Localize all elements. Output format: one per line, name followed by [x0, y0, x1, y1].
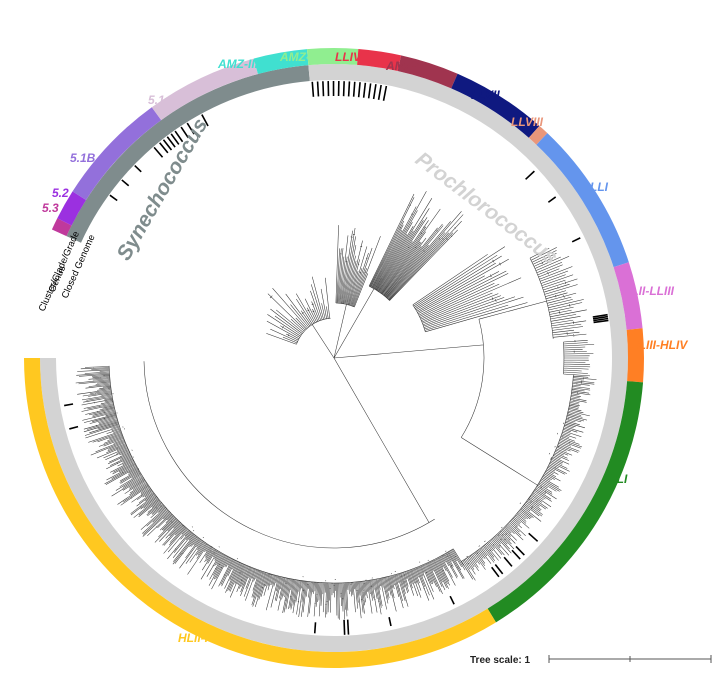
closed-genome-tick — [69, 425, 79, 430]
closed-genome-tick — [343, 619, 346, 635]
closed-genome-tick — [322, 81, 325, 97]
closed-genome-tick — [515, 545, 525, 556]
clade-arc-hliii-hliv — [626, 328, 644, 383]
closed-genome-tick — [121, 179, 130, 187]
closed-genome-tick — [449, 595, 455, 605]
clade-label-hliii-hliv: HLIII-HLIV — [630, 338, 688, 352]
closed-genome-tick — [592, 315, 609, 320]
clade-arc-5-1a — [151, 58, 258, 121]
clade-label-lliv: LLIV — [335, 50, 362, 64]
genus-labels: Synechococcus Prochlorococcus — [112, 115, 561, 270]
clade-arc-amz-i — [397, 55, 458, 89]
clade-arc-hli — [487, 381, 644, 623]
closed-genome-tick — [362, 82, 367, 98]
clade-label-5-1b: 5.1B — [70, 151, 96, 165]
closed-genome-tick — [316, 81, 320, 97]
closed-genome-tick — [347, 81, 351, 97]
clade-label-5-1a: 5.1A — [148, 93, 173, 107]
closed-genome-tick — [346, 619, 350, 635]
closed-genome-tick — [134, 165, 142, 173]
clade-ring — [24, 48, 644, 668]
closed-genome-tick — [357, 82, 361, 98]
closed-genome-tick — [503, 556, 513, 567]
closed-genome-tick — [571, 237, 581, 243]
tree-scale: Tree scale: 1 — [470, 655, 712, 666]
clade-label-llvii: LLVII — [471, 88, 500, 102]
clade-label-hli: HLI — [608, 472, 628, 486]
closed-genome-tick — [166, 136, 176, 148]
tree-branches — [75, 191, 597, 620]
clade-arc-hlii-hlvi — [24, 358, 496, 668]
clade-label-llviii: LLVIII — [511, 115, 544, 129]
closed-genome-tick — [180, 126, 189, 139]
closed-genome-tick — [109, 194, 118, 202]
closed-genome-tick — [494, 563, 504, 575]
clade-labels: 5.35.2 5.1B 5.1A AMZ-III AMZ-II LLIV AMZ-I LLVI… — [42, 50, 688, 645]
closed-genome-tick — [313, 622, 317, 634]
clade-arc-5-3 — [51, 218, 72, 237]
clade-label-amz-i: AMZ-I — [385, 59, 420, 73]
closed-genome-tick — [170, 133, 180, 145]
closed-genome-tick — [491, 566, 500, 578]
closed-genome-tick — [382, 85, 388, 101]
clade-arc-5-2 — [57, 191, 87, 226]
closed-genome-tick — [311, 81, 315, 97]
clade-arc-llvii — [451, 73, 540, 138]
closed-genome-tick — [372, 84, 377, 100]
clade-label-llii-lliii: LLII-LLIII — [624, 284, 675, 298]
closed-genome-tick — [64, 403, 74, 407]
closed-genome-tick — [525, 170, 535, 180]
genus-ring — [40, 64, 628, 653]
closed-genome-tick — [186, 122, 195, 135]
closed-genome-tick — [159, 142, 169, 154]
closed-genome-tick — [153, 146, 164, 158]
closed-genome-tick — [201, 114, 209, 127]
clade-arc-lliv — [357, 48, 402, 71]
clade-label-amz-ii: AMZ-II — [279, 50, 317, 64]
closed-genome-tick — [547, 196, 557, 203]
closed-genome-tick — [377, 84, 382, 100]
clade-arc-llii-lliii — [613, 262, 643, 330]
clade-label-5-2: 5.2 — [52, 186, 69, 200]
clade-arc-llviii — [528, 125, 548, 145]
closed-genome-tick — [511, 549, 521, 560]
closed-genome-tick — [592, 313, 608, 318]
clade-label-lli: LLI — [590, 180, 609, 194]
clade-arc-lli — [536, 133, 629, 268]
tree-scale-label: Tree scale: 1 — [470, 655, 530, 666]
clade-label-5-3: 5.3 — [42, 201, 59, 215]
clade-arc-5-1b — [72, 107, 162, 201]
clade-label-amz-iii: AMZ-III — [217, 57, 259, 71]
closed-genome-ring — [64, 80, 609, 635]
clade-arc-amz-ii — [306, 48, 359, 66]
closed-genome-tick — [174, 130, 184, 143]
closed-genome-tick — [528, 532, 539, 542]
clade-arc-amz-iii — [253, 49, 309, 75]
closed-genome-tick — [388, 617, 392, 627]
closed-genome-tick — [162, 139, 173, 151]
closed-genome-tick — [593, 319, 609, 324]
clade-label-hlii-hlvi: HLII-HLVI — [178, 631, 232, 645]
genus-arc-synechococcus — [66, 65, 310, 243]
tree-branch-paths — [75, 191, 597, 620]
closed-genome-tick — [367, 83, 372, 99]
closed-genome-tick — [352, 81, 356, 97]
closed-genome-tick — [342, 81, 345, 97]
closed-genome-tick — [593, 317, 609, 322]
